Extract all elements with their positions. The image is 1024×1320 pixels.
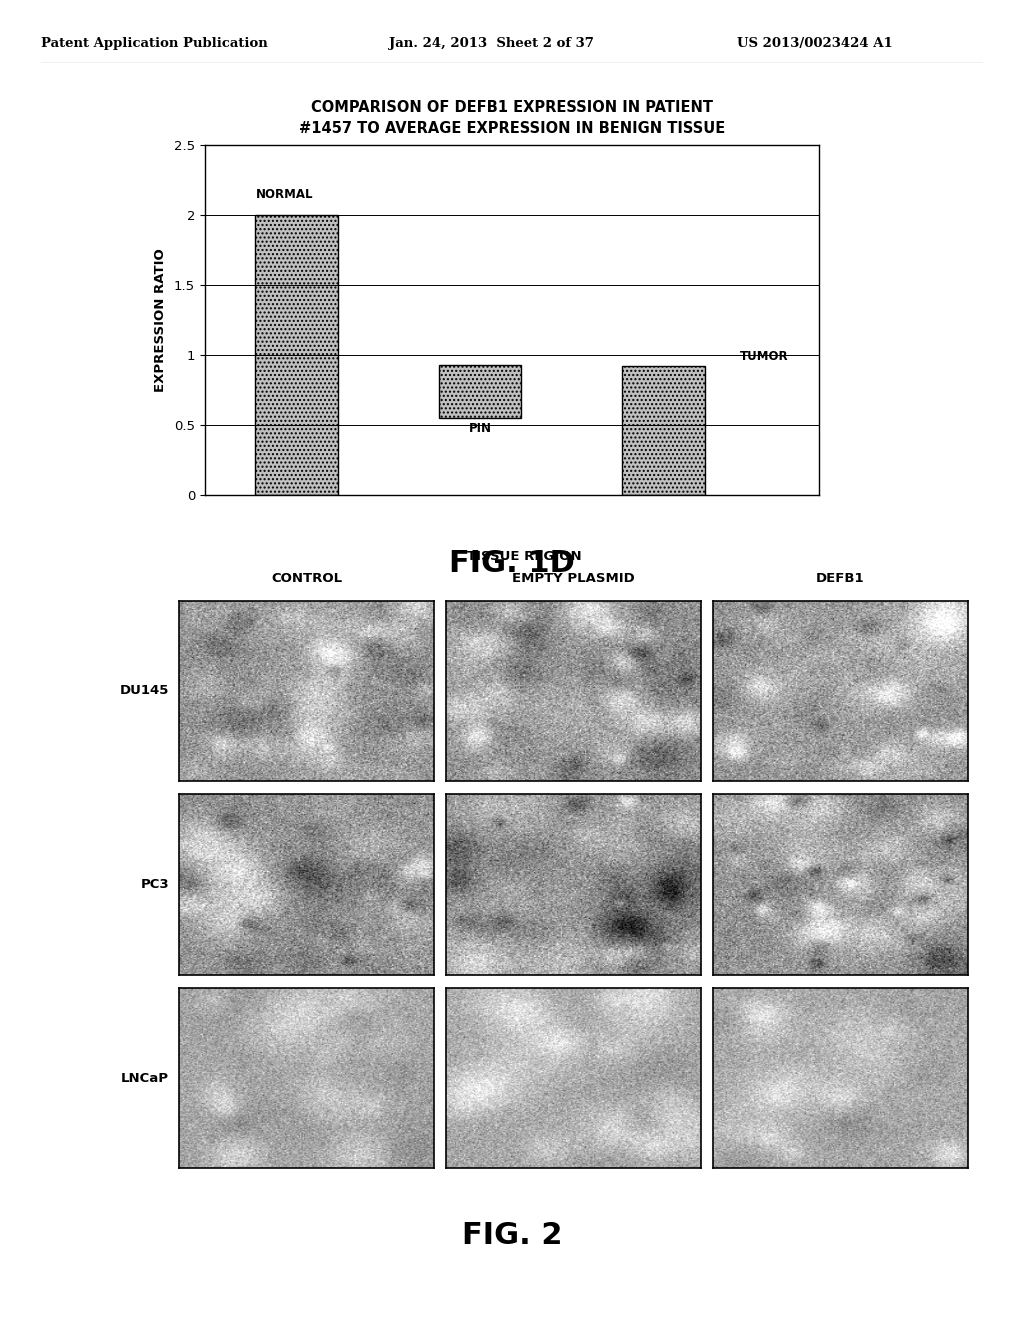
Text: DEFB1: DEFB1: [816, 572, 864, 585]
Text: Patent Application Publication: Patent Application Publication: [41, 37, 267, 50]
Text: FIG. 1D: FIG. 1D: [450, 549, 574, 578]
Text: NORMAL: NORMAL: [256, 189, 313, 201]
Bar: [255, 215, 338, 495]
Text: FIG. 2: FIG. 2: [462, 1221, 562, 1250]
Text: Jan. 24, 2013  Sheet 2 of 37: Jan. 24, 2013 Sheet 2 of 37: [389, 37, 594, 50]
Bar: [622, 366, 705, 495]
Text: PIN: PIN: [468, 422, 492, 436]
Text: TUMOR: TUMOR: [740, 351, 788, 363]
Text: COMPARISON OF DEFB1 EXPRESSION IN PATIENT: COMPARISON OF DEFB1 EXPRESSION IN PATIEN…: [311, 100, 713, 115]
Text: DU145: DU145: [120, 684, 169, 697]
Text: #1457 TO AVERAGE EXPRESSION IN BENIGN TISSUE: #1457 TO AVERAGE EXPRESSION IN BENIGN TI…: [299, 121, 725, 136]
Text: CONTROL: CONTROL: [271, 572, 342, 585]
Y-axis label: EXPRESSION RATIO: EXPRESSION RATIO: [154, 248, 167, 392]
Text: PC3: PC3: [140, 878, 169, 891]
Text: US 2013/0023424 A1: US 2013/0023424 A1: [737, 37, 893, 50]
Text: LNCaP: LNCaP: [121, 1072, 169, 1085]
Bar: [438, 364, 521, 418]
Text: TISSUE REGION: TISSUE REGION: [467, 550, 582, 564]
Text: EMPTY PLASMID: EMPTY PLASMID: [512, 572, 635, 585]
